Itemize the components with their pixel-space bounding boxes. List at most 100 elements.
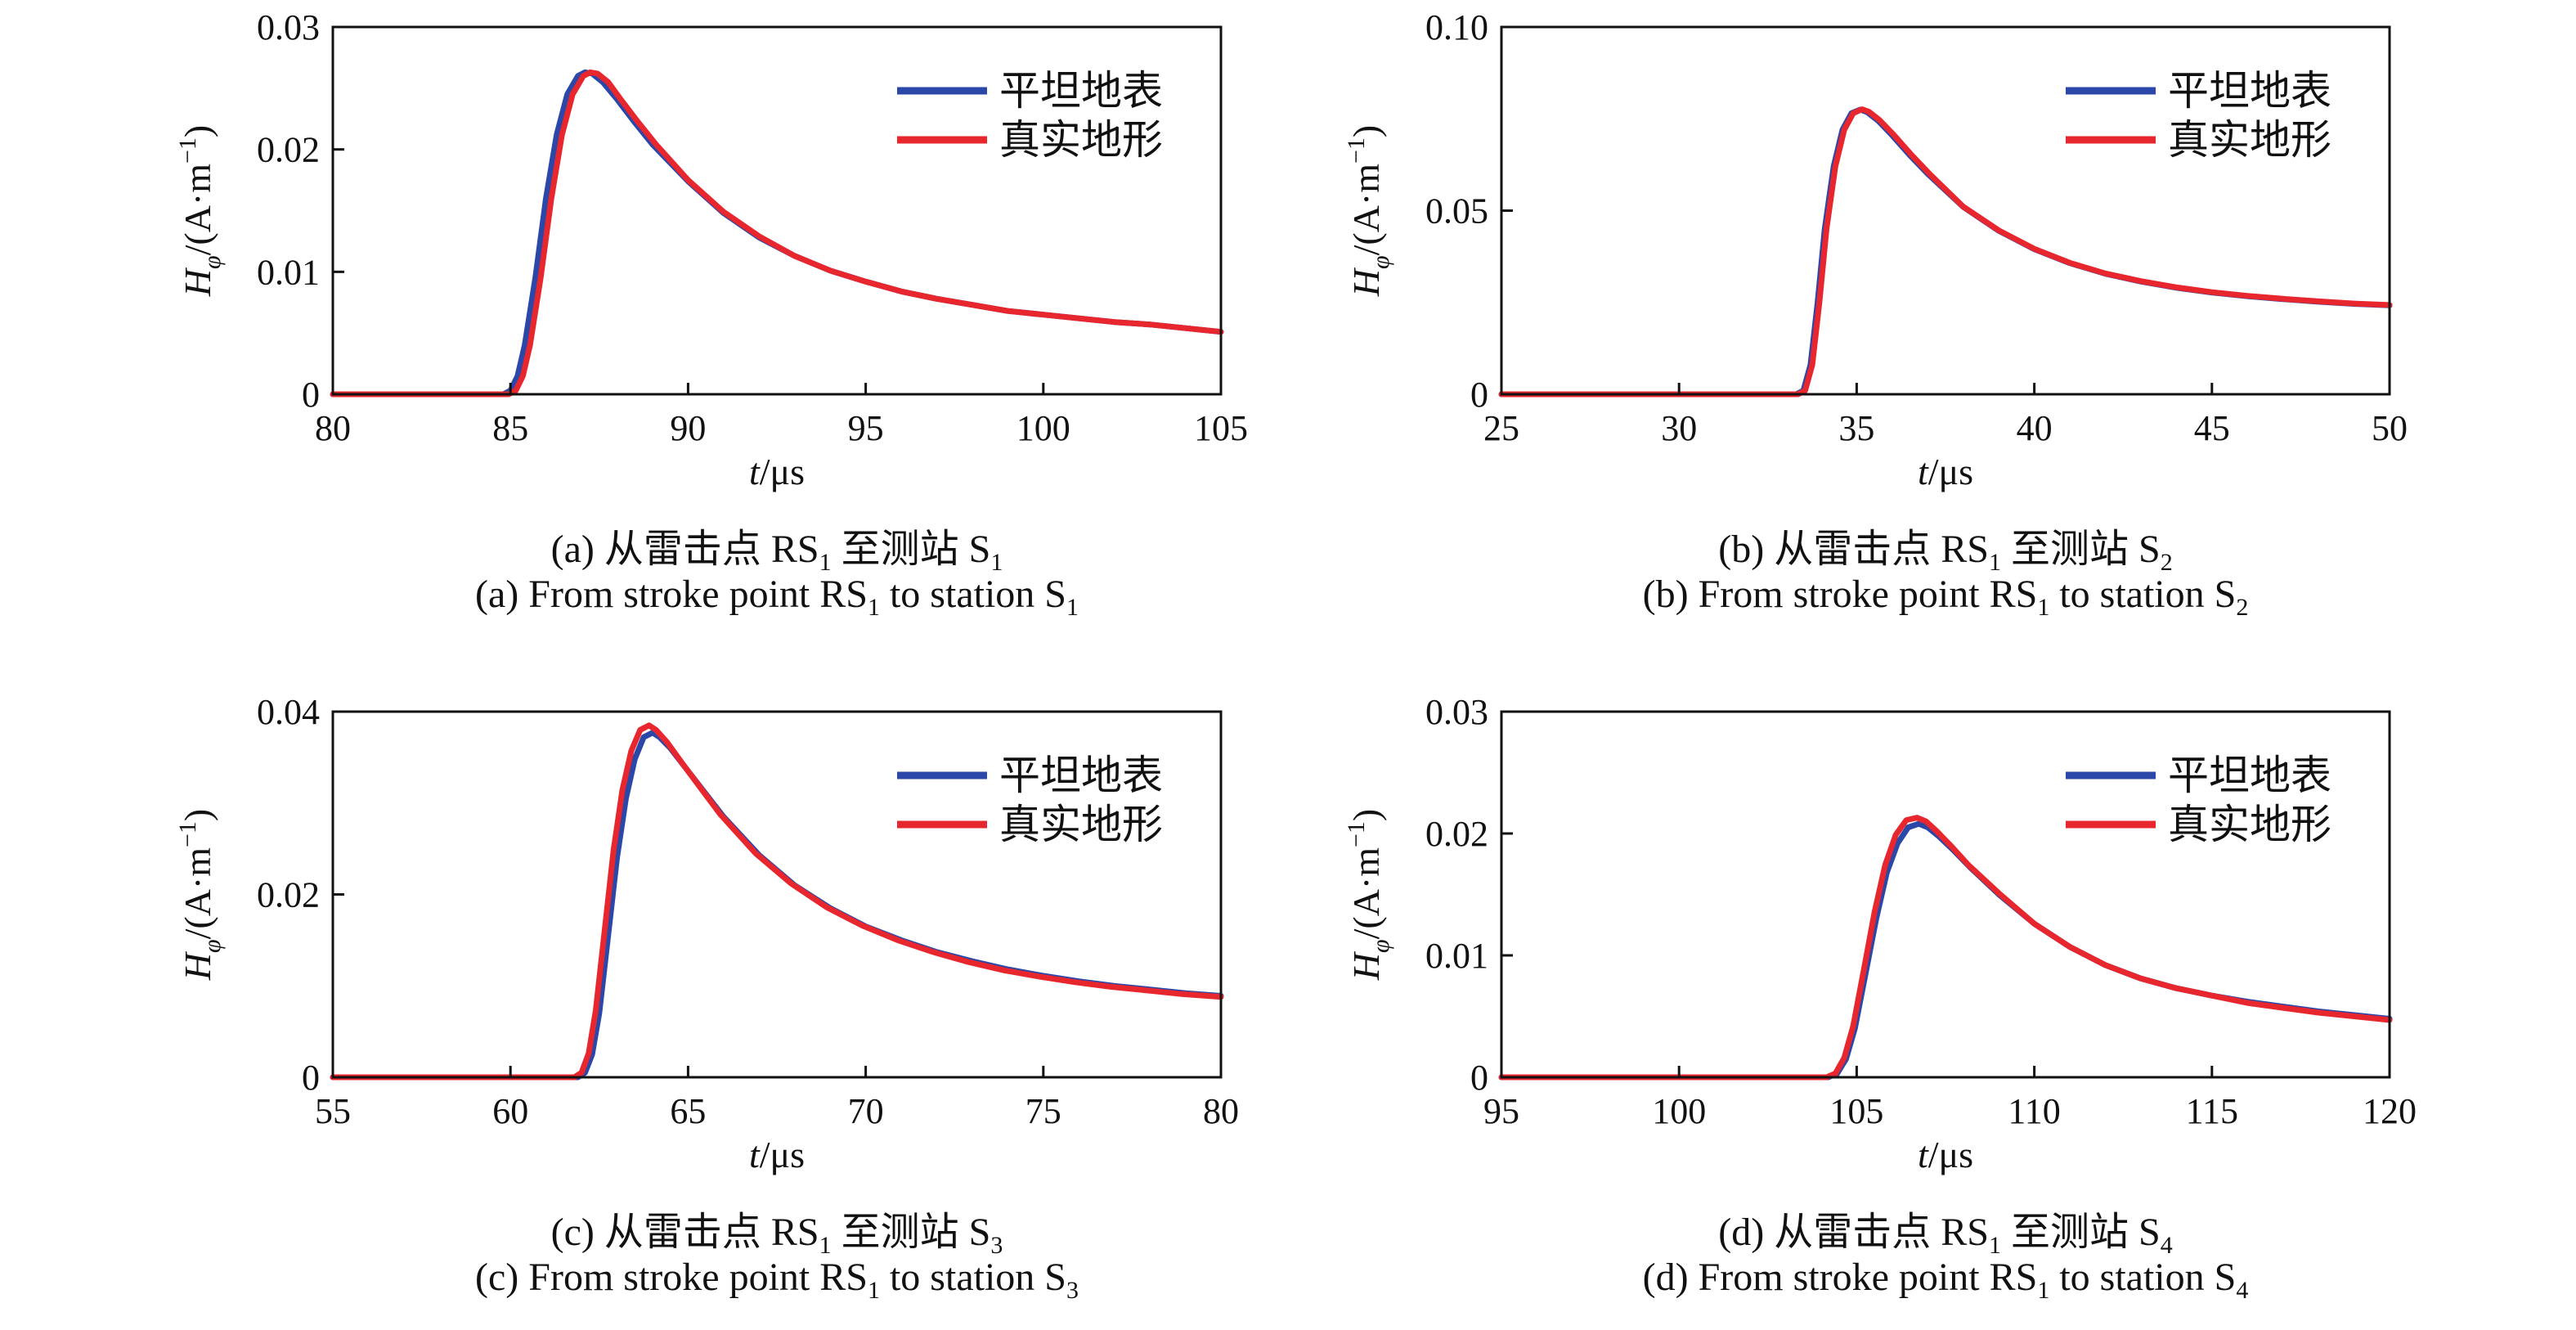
x-tick-label: 60 (492, 1091, 528, 1131)
x-tick-label: 30 (1661, 408, 1697, 448)
caption-text: to station S (880, 573, 1066, 616)
caption-text: (b) From stroke point RS (1643, 573, 2038, 616)
series-line-real (330, 722, 1224, 1081)
x-axis-label: t/μs (749, 451, 805, 492)
y-axis-sup: −1 (174, 821, 201, 847)
y-tick-label: 0.01 (1425, 936, 1488, 976)
y-tick-label: 0 (1470, 1058, 1488, 1098)
x-axis-unit: /μs (1928, 451, 1973, 492)
y-tick-label: 0.03 (1425, 692, 1488, 732)
y-axis-close: ) (1345, 125, 1387, 137)
y-tick-label: 0 (302, 1058, 320, 1098)
series-line-real (1498, 106, 2393, 398)
caption-sub: 1 (868, 594, 880, 621)
caption-sub: 4 (2236, 1277, 2248, 1304)
y-tick-label: 0.04 (257, 692, 320, 732)
x-tick-label: 45 (2194, 408, 2230, 448)
caption-en: (c) From stroke point RS1 to station S3 (475, 1256, 1079, 1304)
caption-text: 至测站 S (832, 528, 991, 571)
panel-a: 80 85 90 95 100 105 0 0.01 0.02 0.03 t/μs Hφ/(A·m−1… (174, 7, 1248, 621)
y-axis-label: Hφ/(A·m−1) (174, 125, 226, 298)
legend-label: 真实地形 (2168, 801, 2331, 848)
caption-en: (b) From stroke point RS1 to station S2 (1643, 573, 2249, 621)
legend-label: 平坦地表 (2168, 67, 2331, 115)
caption-sub: 1 (819, 1232, 832, 1259)
y-axis-label: Hφ/(A·m−1) (1343, 125, 1394, 298)
x-tick-label: 50 (2372, 408, 2408, 448)
legend-label: 真实地形 (2168, 116, 2331, 164)
caption-sub: 1 (1989, 549, 2001, 576)
caption-sub: 1 (819, 549, 832, 576)
panel-d: 95 100 105 110 115 120 0 0.01 0.02 0.03 t/μs Hφ/(A·… (1343, 692, 2417, 1304)
x-tick-label: 110 (2008, 1091, 2060, 1131)
x-tick-label: 105 (1194, 408, 1248, 448)
caption-en: (d) From stroke point RS1 to station S4 (1643, 1256, 2249, 1304)
caption-text: (c) From stroke point RS (475, 1256, 868, 1299)
caption-sub: 1 (1066, 594, 1079, 621)
x-tick-label: 70 (848, 1091, 884, 1131)
y-tick-label: 0.02 (257, 875, 320, 915)
caption-sub: 2 (2161, 549, 2173, 576)
caption-cn: (b) 从雷击点 RS1 至测站 S2 (1718, 528, 2172, 576)
caption-cn: (d) 从雷击点 RS1 至测站 S4 (1718, 1211, 2172, 1259)
caption-en: (a) From stroke point RS1 to station S1 (475, 573, 1079, 621)
x-tick-label: 95 (1483, 1091, 1519, 1131)
x-axis-unit: /μs (760, 1134, 805, 1175)
caption-text: (d) 从雷击点 RS (1718, 1211, 1989, 1254)
caption-sub: 2 (2236, 594, 2248, 621)
y-axis-var: H (1345, 267, 1387, 297)
y-tick-label: 0 (1470, 375, 1488, 415)
y-axis-unit: /(A·m (177, 847, 218, 940)
x-tick-label: 65 (670, 1091, 706, 1131)
y-axis-sub: φ (1367, 255, 1394, 269)
x-tick-label: 120 (2363, 1091, 2417, 1131)
y-tick-label: 0.10 (1425, 7, 1488, 47)
legend-label: 真实地形 (999, 801, 1163, 848)
x-axis-var: t (1918, 1134, 1929, 1175)
y-axis-unit: /(A·m (1345, 847, 1387, 940)
caption-sub: 1 (1989, 1232, 2001, 1259)
caption-text: (a) 从雷击点 RS (551, 528, 819, 571)
x-tick-label: 90 (670, 408, 706, 448)
y-tick-label: 0.01 (257, 252, 320, 292)
caption-sub: 1 (990, 549, 1003, 576)
caption-sub: 3 (1066, 1277, 1079, 1304)
caption-sub: 1 (868, 1277, 880, 1304)
y-axis-label: Hφ/(A·m−1) (174, 809, 226, 982)
series-line-real (330, 69, 1224, 398)
x-axis-unit: /μs (760, 451, 805, 492)
legend-label: 平坦地表 (999, 67, 1163, 115)
x-tick-label: 85 (492, 408, 528, 448)
y-tick-label: 0 (302, 375, 320, 415)
caption-cn: (a) 从雷击点 RS1 至测站 S1 (551, 528, 1003, 576)
series-line-real (1498, 815, 2393, 1081)
legend-label: 平坦地表 (999, 752, 1163, 799)
caption-cn: (c) 从雷击点 RS1 至测站 S3 (551, 1211, 1003, 1259)
panel-b: 25 30 35 40 45 50 0 0.05 0.10 t/μs Hφ/(A·m−1) 平坦地表真… (1343, 7, 2408, 621)
y-axis-close: ) (177, 809, 218, 821)
caption-sub: 4 (2161, 1232, 2173, 1259)
caption-sub: 1 (2037, 594, 2049, 621)
x-tick-label: 95 (848, 408, 884, 448)
x-tick-label: 40 (2017, 408, 2053, 448)
caption-sub: 3 (990, 1232, 1003, 1259)
caption-text: 至测站 S (2001, 1211, 2161, 1254)
caption-text: (b) 从雷击点 RS (1718, 528, 1989, 571)
x-tick-label: 105 (1829, 1091, 1883, 1131)
x-tick-label: 25 (1483, 408, 1519, 448)
legend-label: 真实地形 (999, 116, 1163, 164)
caption-text: (a) From stroke point RS (475, 573, 868, 616)
y-axis-sup: −1 (1343, 821, 1370, 847)
y-axis-unit: /(A·m (1345, 164, 1387, 256)
y-tick-label: 0.05 (1425, 191, 1488, 231)
x-axis-unit: /μs (1928, 1134, 1973, 1175)
y-axis-close: ) (177, 125, 218, 137)
x-tick-label: 80 (315, 408, 351, 448)
y-tick-label: 0.02 (257, 130, 320, 170)
y-axis-label: Hφ/(A·m−1) (1343, 809, 1394, 982)
x-axis-var: t (749, 451, 761, 492)
caption-text: 至测站 S (2001, 528, 2161, 571)
caption-text: (c) 从雷击点 RS (551, 1211, 819, 1254)
x-axis-label: t/μs (749, 1134, 805, 1175)
